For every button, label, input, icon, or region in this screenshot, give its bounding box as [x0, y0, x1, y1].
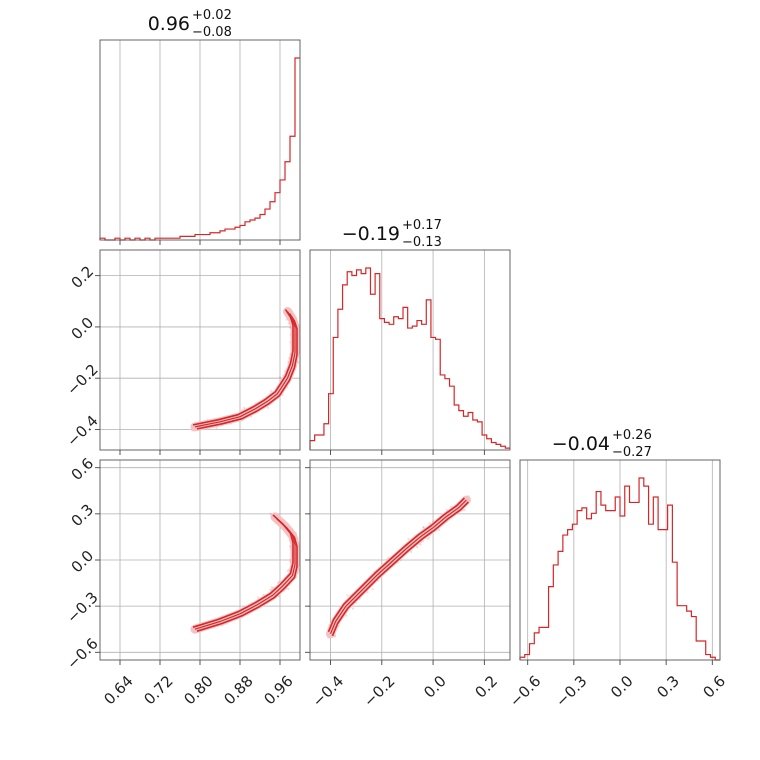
x-tick-label: 0.88 [220, 672, 256, 708]
sample-point [419, 543, 422, 546]
hist-panel-0: 0.96 +0.02 −0.08 [99, 8, 301, 241]
sample-point [463, 508, 466, 512]
grid-lines [100, 250, 300, 450]
hist-panel-2: −0.04 +0.26 −0.27 [519, 428, 721, 661]
sample-point [256, 596, 260, 599]
x-tick-label: −0.2 [360, 672, 398, 710]
panel-title-1: −0.19 [342, 223, 400, 245]
panel-frame [309, 249, 511, 451]
contour-outer-2 [331, 501, 469, 637]
sample-point [266, 406, 270, 409]
sample-point [277, 581, 280, 585]
scatter-panel-2-1 [309, 459, 511, 661]
grid-lines [527, 460, 713, 660]
contour-outer-2 [196, 518, 298, 632]
x-tick-label: 0.6 [699, 672, 729, 702]
sample-point [278, 376, 282, 379]
y-tick-label: 0.3 [68, 501, 98, 531]
grid-lines [119, 40, 281, 240]
sample-point [286, 569, 289, 573]
title-minus-2: −0.27 [612, 445, 652, 460]
y-tick-label: −0.3 [63, 588, 101, 626]
x-tick-label: 0.80 [180, 672, 216, 708]
grid-lines [330, 250, 485, 450]
panel-title-0: 0.96 [148, 13, 190, 35]
sample-point [438, 528, 441, 531]
sample-point [345, 614, 348, 617]
x-tick-label: 0.72 [140, 672, 176, 708]
sample-point [428, 536, 431, 539]
title-minus-0: −0.08 [192, 25, 232, 40]
x-tick-label: 0.96 [260, 672, 296, 708]
sample-point [366, 591, 369, 594]
y-tick-label: 0.0 [68, 314, 98, 344]
title-plus-0: +0.02 [192, 8, 232, 23]
x-tick-label: 0.2 [472, 672, 502, 702]
x-tick-label: 0.64 [100, 672, 136, 708]
histogram-1 [309, 267, 510, 450]
contour-inner [194, 311, 296, 428]
x-tick-label: 0.0 [420, 672, 450, 702]
sample-point [346, 594, 349, 597]
sample-point [287, 587, 290, 591]
sample-point [243, 406, 246, 409]
sample-point [351, 607, 355, 610]
histogram-2 [519, 477, 720, 661]
sample-point [426, 538, 429, 541]
panel-title-2: −0.04 [552, 433, 610, 455]
sample-point [269, 588, 272, 592]
sample-point [269, 512, 272, 515]
y-tick-label: 0.0 [68, 547, 98, 577]
sample-point [215, 426, 218, 430]
x-tick-label: −0.3 [552, 672, 590, 710]
histogram-0 [99, 57, 300, 241]
sample-point [416, 545, 419, 549]
x-tick-label: −0.6 [506, 672, 544, 710]
grid-lines [310, 460, 510, 660]
sample-point [422, 525, 425, 529]
y-tick-label: −0.2 [63, 360, 101, 398]
contour-outer [327, 497, 465, 633]
title-plus-1: +0.17 [402, 218, 442, 233]
sample-point [407, 538, 410, 541]
y-tick-label: 0.2 [68, 262, 98, 292]
x-tick-label: 0.3 [653, 672, 683, 702]
sample-point [428, 522, 431, 525]
scatter-panel-1-0 [99, 249, 301, 451]
y-tick-label: −0.4 [63, 412, 101, 450]
sample-point [270, 586, 273, 589]
hist-panel-1: −0.19 +0.17 −0.13 [309, 218, 511, 451]
title-plus-2: +0.26 [612, 428, 652, 443]
contour-inner [329, 499, 467, 635]
title-minus-1: −0.13 [402, 235, 442, 250]
y-tick-label: 0.6 [68, 454, 98, 484]
scatter-panel-2-0 [99, 459, 301, 661]
sample-point [371, 588, 374, 591]
contour-outer-2 [196, 313, 298, 430]
x-tick-label: −0.4 [309, 672, 347, 710]
contour-outer [192, 309, 294, 426]
x-tick-label: 0.0 [607, 672, 637, 702]
contour-inner [194, 516, 296, 630]
sample-point [270, 390, 273, 393]
sample-point [422, 526, 425, 530]
sample-point [410, 550, 413, 554]
y-tick-label: −0.6 [63, 635, 101, 673]
